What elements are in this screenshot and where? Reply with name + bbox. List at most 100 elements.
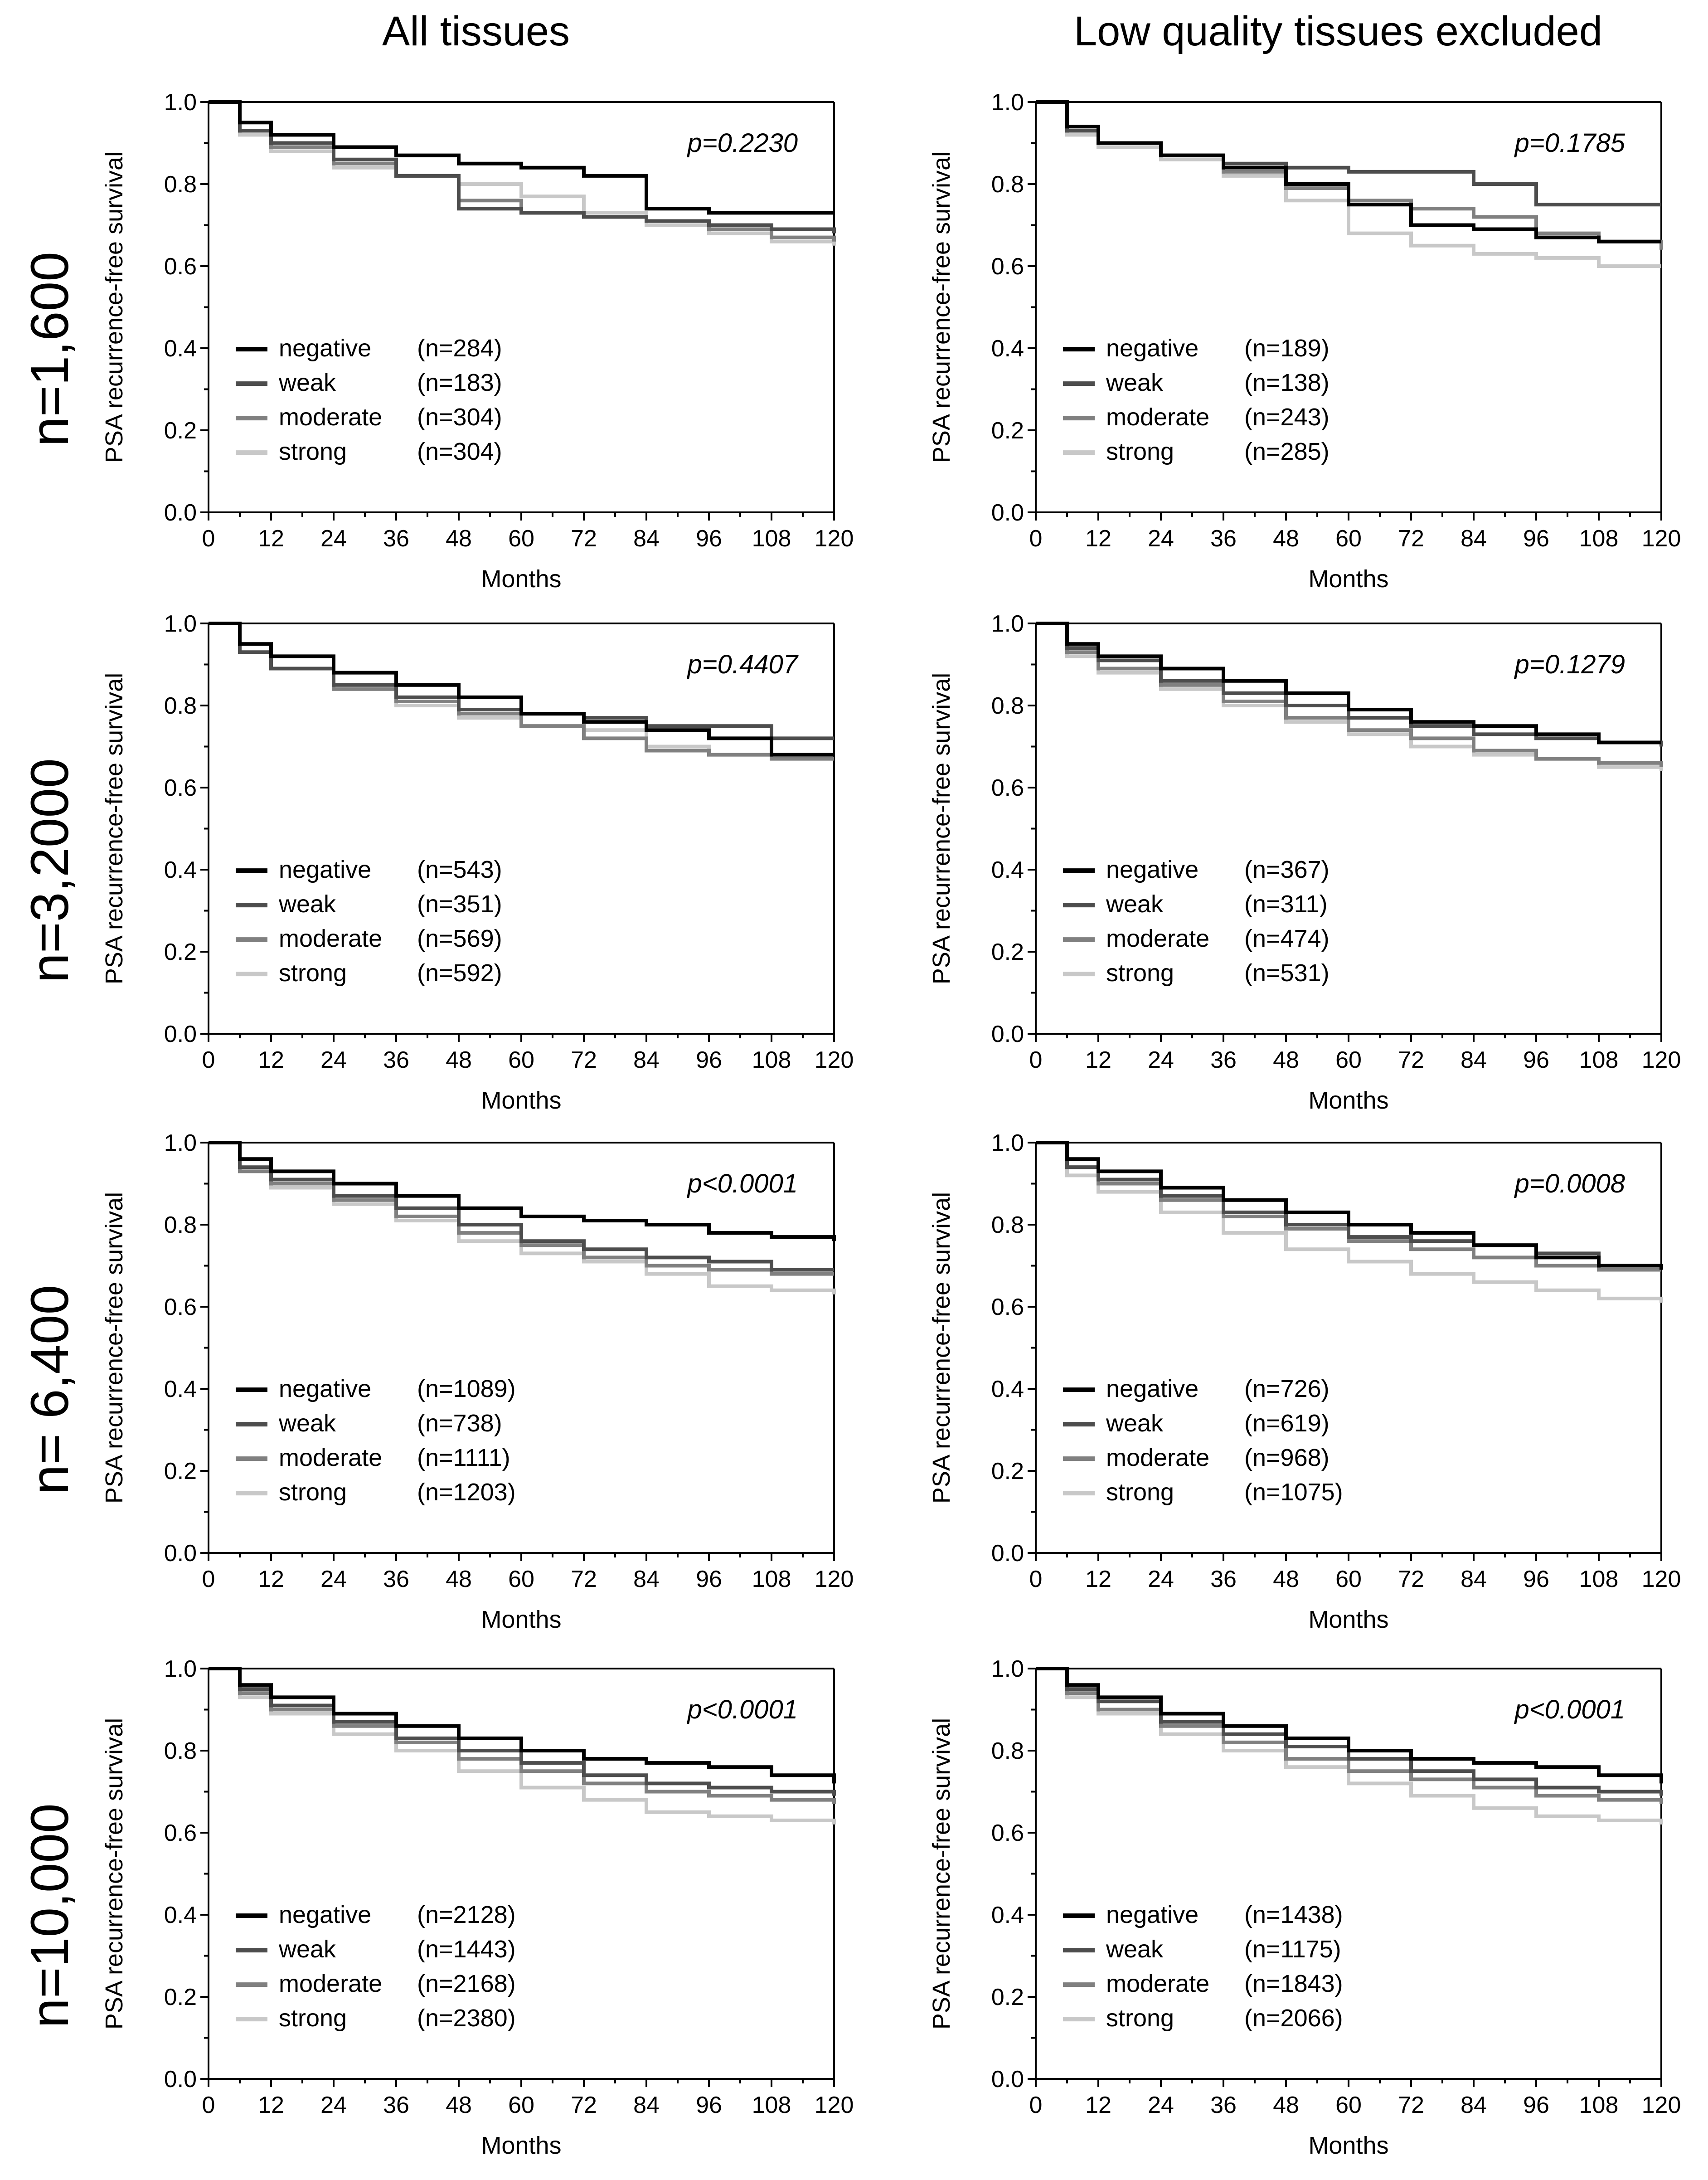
y-tick-label: 0.8: [991, 693, 1024, 719]
legend-label-negative: negative: [279, 856, 371, 883]
legend-count-moderate: (n=304): [417, 404, 502, 431]
x-tick-label: 108: [752, 2092, 791, 2118]
x-tick-label: 48: [446, 526, 472, 552]
legend-label-moderate: moderate: [279, 925, 382, 952]
legend-label-negative: negative: [279, 335, 371, 362]
legend-label-strong: strong: [279, 1479, 347, 1506]
legend-count-strong: (n=2066): [1244, 2005, 1343, 2032]
x-tick-label: 72: [1398, 526, 1424, 552]
row-title-2: n=3,2000: [20, 758, 80, 983]
x-tick-label: 48: [446, 1566, 472, 1592]
x-axis-label: Months: [481, 1087, 561, 1114]
column-title-low-quality-excluded: Low quality tissues excluded: [1074, 8, 1602, 54]
x-tick-label: 0: [1029, 1566, 1043, 1592]
legend-count-moderate: (n=1843): [1244, 1970, 1343, 1997]
x-axis-label: Months: [1308, 565, 1388, 593]
x-tick-label: 36: [383, 2092, 409, 2118]
legend-count-moderate: (n=474): [1244, 925, 1330, 952]
legend-count-weak: (n=1175): [1244, 1936, 1341, 1963]
y-tick-label: 0.8: [991, 171, 1024, 198]
x-tick-label: 24: [1148, 1566, 1174, 1592]
km-curve-negative: [209, 622, 834, 757]
x-tick-label: 48: [446, 2092, 472, 2118]
y-axis-label: PSA recurrence-free survival: [101, 1718, 128, 2029]
legend-label-weak: weak: [1106, 1410, 1164, 1437]
x-tick-label: 120: [815, 2092, 854, 2118]
km-curve-negative: [209, 1667, 836, 1784]
y-tick-label: 0.4: [991, 857, 1024, 883]
y-tick-label: 1.0: [991, 1656, 1024, 1682]
x-tick-label: 48: [1273, 526, 1299, 552]
legend-label-weak: weak: [278, 369, 336, 396]
y-tick-label: 0.6: [991, 253, 1024, 280]
x-tick-label: 36: [1210, 1047, 1237, 1073]
x-tick-label: 12: [258, 526, 284, 552]
legend-count-weak: (n=183): [417, 369, 502, 396]
x-tick-label: 60: [1335, 1047, 1362, 1073]
y-tick-label: 0.8: [164, 1738, 197, 1764]
km-curve-weak: [209, 100, 836, 234]
km-curve-negative: [1036, 622, 1661, 745]
legend-label-strong: strong: [279, 2005, 347, 2032]
x-tick-label: 96: [696, 2092, 722, 2118]
x-tick-label: 72: [571, 1047, 597, 1073]
x-tick-label: 72: [1398, 1047, 1424, 1073]
y-tick-label: 0.0: [164, 1540, 197, 1567]
x-tick-label: 84: [1461, 1047, 1487, 1073]
km-curve-negative: [209, 1141, 836, 1241]
y-axis-label: PSA recurrence-free survival: [928, 151, 955, 463]
y-axis-label: PSA recurrence-free survival: [101, 1192, 128, 1504]
legend-label-strong: strong: [279, 959, 347, 987]
x-tick-label: 72: [571, 1566, 597, 1592]
y-axis-label: PSA recurrence-free survival: [101, 673, 128, 984]
row-title-3: n= 6,400: [20, 1285, 80, 1495]
legend-label-strong: strong: [1106, 959, 1174, 987]
y-tick-label: 0.2: [991, 1984, 1024, 2010]
panels: 0 12 24 36 48 60 72 84 96 108 1200.00.20.40.60.81.…: [101, 89, 1681, 2159]
x-tick-label: 0: [202, 526, 215, 552]
legend-count-negative: (n=2128): [417, 1901, 516, 1928]
km-curve-negative: [1036, 100, 1661, 243]
x-axis-label: Months: [1308, 1606, 1388, 1633]
y-tick-label: 0.4: [991, 1902, 1024, 1928]
x-tick-label: 72: [1398, 2092, 1424, 2118]
p-value-label: p=0.1279: [1514, 650, 1625, 679]
y-axis-label: PSA recurrence-free survival: [928, 673, 955, 984]
y-axis-label: PSA recurrence-free survival: [928, 1192, 955, 1504]
row-title-4: n=10,000: [20, 1803, 80, 2028]
x-tick-label: 0: [202, 1566, 215, 1592]
y-tick-label: 0.6: [164, 1294, 197, 1320]
x-tick-label: 72: [571, 526, 597, 552]
legend-label-moderate: moderate: [1106, 1444, 1209, 1471]
y-tick-label: 1.0: [164, 1656, 197, 1682]
x-tick-label: 24: [320, 1047, 347, 1073]
legend-count-moderate: (n=569): [417, 925, 502, 952]
x-axis-label: Months: [481, 565, 561, 593]
x-tick-label: 60: [508, 1566, 534, 1592]
legend-count-strong: (n=285): [1244, 438, 1330, 465]
y-tick-label: 0.0: [991, 500, 1024, 526]
p-value-label: p<0.0001: [686, 1169, 798, 1198]
x-tick-label: 48: [1273, 1047, 1299, 1073]
x-tick-label: 108: [752, 1566, 791, 1592]
y-tick-label: 0.4: [164, 336, 197, 362]
legend-label-weak: weak: [278, 1410, 336, 1437]
x-tick-label: 120: [1642, 2092, 1681, 2118]
legend-label-weak: weak: [278, 1936, 336, 1963]
y-tick-label: 0.0: [991, 2066, 1024, 2092]
legend-label-negative: negative: [1106, 335, 1199, 362]
legend-count-negative: (n=367): [1244, 856, 1330, 883]
x-tick-label: 108: [752, 1047, 791, 1073]
x-tick-label: 108: [1579, 2092, 1619, 2118]
x-tick-label: 12: [1085, 2092, 1111, 2118]
x-tick-label: 108: [1579, 1047, 1619, 1073]
x-tick-label: 96: [696, 1047, 722, 1073]
legend-count-strong: (n=531): [1244, 959, 1330, 987]
x-tick-label: 48: [446, 1047, 472, 1073]
y-tick-label: 1.0: [164, 1130, 197, 1156]
legend-label-moderate: moderate: [279, 1970, 382, 1997]
x-tick-label: 0: [1029, 1047, 1043, 1073]
x-tick-label: 120: [1642, 526, 1681, 552]
y-tick-label: 0.4: [164, 857, 197, 883]
